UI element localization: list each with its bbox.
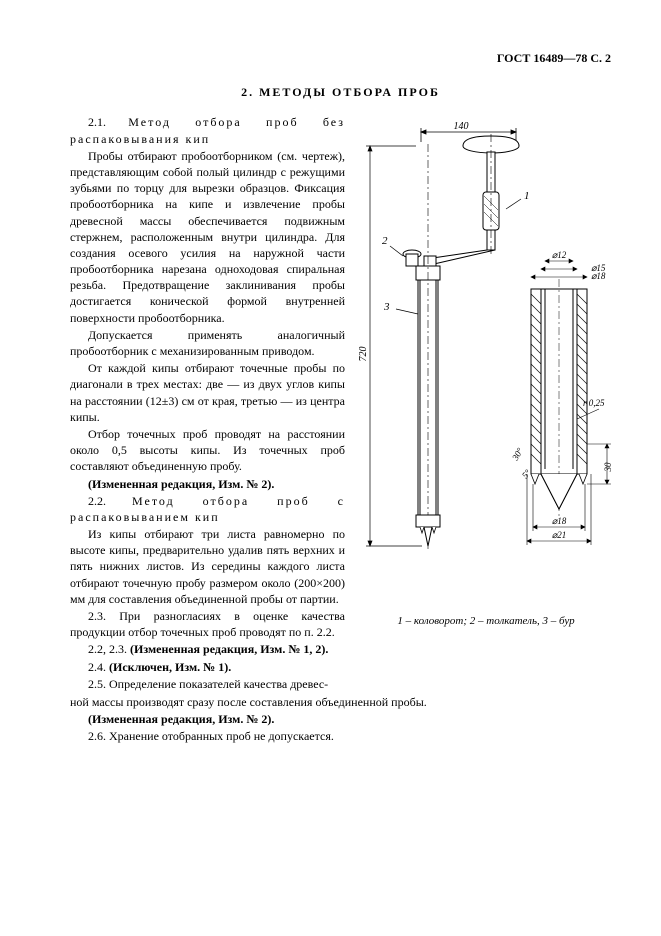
para-body-5: Из кипы отбирают три листа равномерно по…: [70, 526, 345, 607]
document-header: ГОСТ 16489—78 С. 2: [70, 50, 611, 66]
dia-12: ⌀12: [552, 250, 567, 260]
para-2-3: 2.3. При разногласиях в оценке качества …: [70, 608, 345, 640]
figure-caption: 1 – коловорот; 2 – толкатель, 3 – бур: [356, 614, 616, 629]
content-area: 2.1. Метод отбора проб без распаковывани…: [70, 114, 611, 744]
para-body-1: Пробы отбирают пробоотборником (см. черт…: [70, 148, 345, 326]
label-1: 1: [524, 190, 530, 202]
para-body-3: От каждой кипы отбирают точечные пробы п…: [70, 360, 345, 425]
label-2: 2: [382, 235, 388, 247]
dim-720: 720: [358, 347, 369, 362]
section-title: 2. МЕТОДЫ ОТБОРА ПРОБ: [70, 84, 611, 100]
dia-21: ⌀21: [552, 530, 566, 540]
para-note-1: (Измененная редакция, Изм. № 2).: [70, 476, 345, 492]
para-2-4: 2.4. (Исключен, Изм. № 1).: [70, 659, 345, 675]
para-2-1: 2.1. Метод отбора проб без распаковывани…: [70, 114, 345, 146]
para-2-5a: 2.5. Определение показателей качества др…: [70, 676, 345, 692]
para-2-5b: ной массы производят сразу после составл…: [70, 694, 611, 710]
text-column: 2.1. Метод отбора проб без распаковывани…: [70, 114, 345, 692]
technical-drawing: 140: [356, 114, 616, 624]
para-note-3: (Измененная редакция, Изм. № 2).: [70, 711, 611, 727]
dim-140: 140: [454, 121, 469, 132]
dia-18b: ⌀18: [552, 516, 567, 526]
para-2-2: 2.2. Метод отбора проб с распаковыванием…: [70, 493, 345, 525]
ang-30: 30°: [510, 446, 526, 463]
label-3: 3: [383, 301, 390, 313]
para-body-4: Отбор точечных проб проводят на расстоян…: [70, 426, 345, 475]
para-note-2: 2.2, 2.3. (Измененная редакция, Изм. № 1…: [70, 641, 345, 657]
r025: r 0,25: [583, 398, 605, 408]
full-width-text: ной массы производят сразу после составл…: [70, 694, 611, 745]
para-body-2: Допускается применять аналогичный пробоо…: [70, 327, 345, 359]
dim-30: 30: [603, 462, 613, 473]
dia-18: ⌀18: [591, 271, 606, 281]
para-2-6: 2.6. Хранение отобранных проб не допуска…: [70, 728, 611, 744]
